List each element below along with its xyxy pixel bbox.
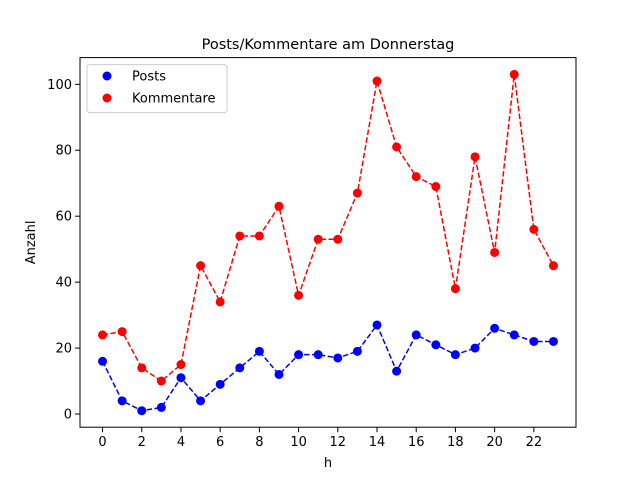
data-point-posts bbox=[490, 323, 500, 333]
data-point-kommentare bbox=[313, 234, 323, 244]
data-point-posts bbox=[117, 396, 127, 406]
y-tick-label: 20 bbox=[55, 342, 72, 357]
y-axis-label: Anzahl bbox=[24, 221, 39, 265]
data-point-posts bbox=[294, 350, 304, 360]
data-point-kommentare bbox=[431, 182, 441, 192]
x-tick-label: 18 bbox=[447, 435, 464, 450]
data-point-kommentare bbox=[235, 231, 245, 241]
x-tick-label: 12 bbox=[330, 435, 347, 450]
legend-marker-kommentare bbox=[102, 93, 112, 103]
data-point-kommentare bbox=[352, 188, 362, 198]
data-point-kommentare bbox=[98, 330, 108, 340]
y-axis: 0 20 40 60 80 100 bbox=[47, 78, 80, 423]
plot-area bbox=[98, 69, 558, 416]
x-tick-label: 2 bbox=[138, 435, 146, 450]
data-point-kommentare bbox=[215, 297, 225, 307]
data-point-posts bbox=[176, 373, 186, 383]
data-point-posts bbox=[137, 406, 147, 416]
legend: Posts Kommentare bbox=[86, 64, 228, 114]
data-point-kommentare bbox=[509, 69, 519, 79]
data-point-posts bbox=[509, 330, 519, 340]
data-point-posts bbox=[392, 366, 402, 376]
x-tick-label: 0 bbox=[98, 435, 106, 450]
data-point-kommentare bbox=[450, 284, 460, 294]
data-point-posts bbox=[450, 350, 460, 360]
data-point-posts bbox=[156, 402, 166, 412]
data-point-kommentare bbox=[490, 247, 500, 257]
data-point-posts bbox=[196, 396, 206, 406]
data-point-posts bbox=[235, 363, 245, 373]
data-point-posts bbox=[529, 336, 539, 346]
data-point-kommentare bbox=[333, 234, 343, 244]
chart-title: Posts/Kommentare am Donnerstag bbox=[202, 37, 455, 53]
x-tick-label: 20 bbox=[486, 435, 503, 450]
legend-label-kommentare: Kommentare bbox=[132, 92, 216, 107]
data-point-kommentare bbox=[274, 201, 284, 211]
data-point-kommentare bbox=[548, 261, 558, 271]
data-point-posts bbox=[98, 356, 108, 366]
data-point-posts bbox=[372, 320, 382, 330]
data-point-kommentare bbox=[470, 152, 480, 162]
data-point-posts bbox=[313, 350, 323, 360]
series-line-posts bbox=[101, 323, 554, 412]
data-point-kommentare bbox=[196, 261, 206, 271]
plot-frame bbox=[79, 57, 577, 428]
data-point-posts bbox=[333, 353, 343, 363]
data-point-kommentare bbox=[411, 172, 421, 182]
y-tick-label: 60 bbox=[55, 210, 72, 225]
data-point-posts bbox=[431, 340, 441, 350]
x-tick-label: 14 bbox=[369, 435, 386, 450]
x-tick-label: 22 bbox=[526, 435, 543, 450]
data-point-posts bbox=[470, 343, 480, 353]
y-tick-label: 40 bbox=[55, 276, 72, 291]
data-point-posts bbox=[215, 379, 225, 389]
data-point-kommentare bbox=[529, 224, 539, 234]
data-point-posts bbox=[411, 330, 421, 340]
x-tick-label: 10 bbox=[290, 435, 307, 450]
y-tick-label: 100 bbox=[47, 78, 72, 93]
data-point-kommentare bbox=[254, 231, 264, 241]
x-tick-label: 16 bbox=[408, 435, 425, 450]
legend-box bbox=[86, 64, 228, 114]
data-point-kommentare bbox=[372, 76, 382, 86]
x-axis: 0 2 4 6 8 10 12 14 16 18 20 22 bbox=[98, 427, 542, 450]
data-point-kommentare bbox=[392, 142, 402, 152]
data-point-posts bbox=[254, 346, 264, 356]
data-point-kommentare bbox=[117, 327, 127, 337]
data-point-posts bbox=[352, 346, 362, 356]
x-tick-label: 6 bbox=[216, 435, 224, 450]
data-point-kommentare bbox=[176, 360, 186, 370]
x-tick-label: 8 bbox=[255, 435, 263, 450]
data-point-posts bbox=[548, 336, 558, 346]
y-tick-label: 80 bbox=[55, 144, 72, 159]
data-point-kommentare bbox=[156, 376, 166, 386]
data-point-posts bbox=[274, 369, 284, 379]
legend-label-posts: Posts bbox=[132, 70, 166, 85]
x-tick-label: 4 bbox=[177, 435, 185, 450]
data-point-kommentare bbox=[137, 363, 147, 373]
x-axis-label: h bbox=[324, 456, 332, 471]
legend-marker-posts bbox=[102, 71, 112, 81]
data-point-kommentare bbox=[294, 290, 304, 300]
y-tick-label: 0 bbox=[64, 408, 72, 423]
